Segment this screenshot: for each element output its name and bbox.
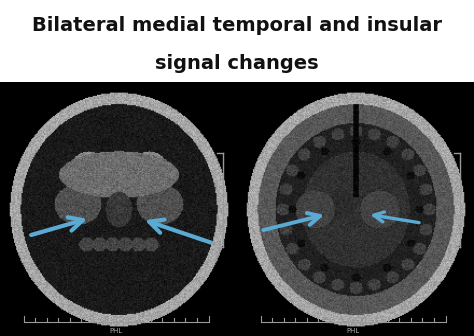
Text: signal changes: signal changes [155,53,319,73]
Text: PHL: PHL [109,328,123,334]
Text: Bilateral medial temporal and insular: Bilateral medial temporal and insular [32,16,442,36]
Text: PHL: PHL [346,328,360,334]
